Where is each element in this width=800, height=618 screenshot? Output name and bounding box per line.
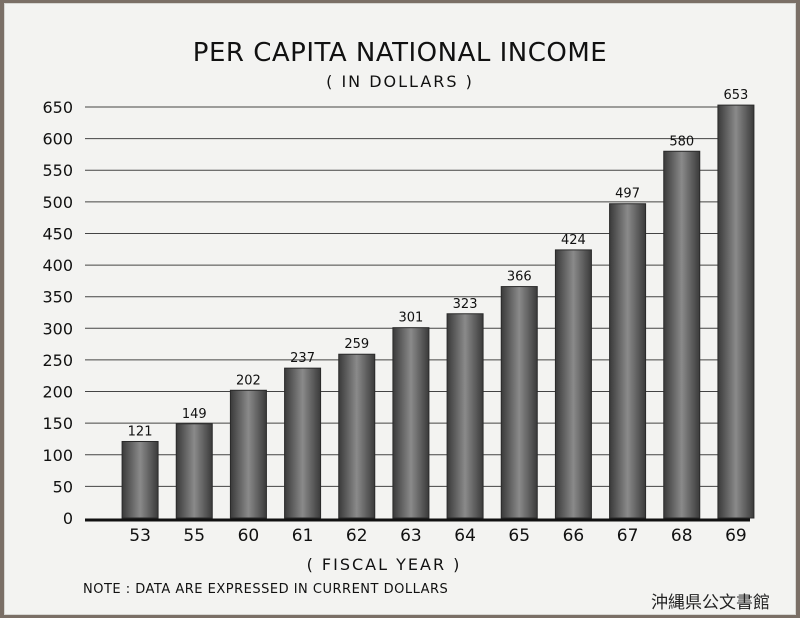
data-label: 497	[615, 187, 640, 202]
y-tick-label: 550	[42, 161, 73, 180]
x-tick-label: 55	[183, 526, 205, 546]
y-tick-label: 50	[53, 477, 73, 496]
bar-63	[392, 327, 430, 519]
data-label: 149	[182, 407, 207, 422]
bar-69	[717, 104, 755, 519]
bar-64	[446, 313, 484, 519]
x-tick-label: 62	[346, 526, 368, 546]
bar-53	[121, 440, 159, 519]
data-label: 237	[290, 351, 315, 366]
x-tick-label: 66	[563, 526, 585, 546]
data-label: 121	[128, 424, 153, 439]
data-label: 323	[453, 297, 478, 312]
data-labels: 121 149 202 237 259 301 323 366 424 497 580 653	[128, 88, 749, 439]
bar-66	[554, 249, 592, 519]
y-tick-label: 150	[42, 414, 73, 433]
bar-55	[175, 423, 213, 519]
x-tick-label: 53	[129, 526, 151, 546]
x-tick-label: 60	[238, 526, 260, 546]
x-tick-label: 61	[292, 526, 314, 546]
x-tick-label: 63	[400, 526, 422, 546]
y-tick-label: 100	[42, 446, 73, 465]
y-axis-ticks: 0 50 100 150 200 250 300 350 400 450 500 550 600 650	[42, 98, 73, 528]
archive-watermark: 沖縄県公文書館	[651, 593, 770, 613]
x-tick-label: 69	[725, 526, 747, 546]
bar-65	[500, 286, 538, 519]
y-tick-label: 200	[42, 383, 73, 402]
bar-68	[663, 150, 701, 519]
x-tick-label: 65	[508, 526, 530, 546]
y-tick-label: 350	[42, 288, 73, 307]
data-label: 424	[561, 233, 586, 248]
bars	[121, 104, 755, 519]
bar-62	[338, 353, 376, 519]
data-label: 301	[399, 311, 424, 326]
data-label: 202	[236, 373, 261, 388]
y-tick-label: 0	[63, 509, 73, 528]
bar-67	[609, 203, 647, 519]
data-label: 259	[344, 337, 369, 352]
data-label: 580	[669, 134, 694, 149]
x-tick-label: 68	[671, 526, 693, 546]
y-tick-label: 600	[42, 130, 73, 149]
chart-subtitle: ( IN DOLLARS )	[326, 72, 474, 91]
y-tick-label: 650	[42, 98, 73, 117]
y-tick-label: 500	[42, 193, 73, 212]
y-tick-label: 400	[42, 256, 73, 275]
bar-61	[284, 367, 322, 519]
data-label: 366	[507, 270, 532, 285]
x-tick-label: 67	[617, 526, 639, 546]
x-axis-title: ( FISCAL YEAR )	[307, 555, 462, 574]
chart-note: NOTE : DATA ARE EXPRESSED IN CURRENT DOL…	[83, 582, 449, 597]
bar-60	[229, 389, 267, 519]
y-tick-label: 300	[42, 319, 73, 338]
x-axis-ticks: 53 55 60 61 62 63 64 65 66 67 68 69	[129, 526, 746, 546]
y-tick-label: 250	[42, 351, 73, 370]
x-tick-label: 64	[454, 526, 476, 546]
data-label: 653	[724, 88, 749, 103]
y-tick-label: 450	[42, 224, 73, 243]
chart-title: PER CAPITA NATIONAL INCOME	[192, 38, 608, 68]
